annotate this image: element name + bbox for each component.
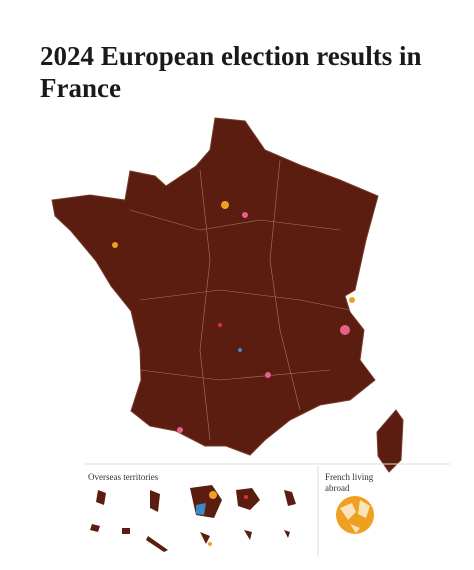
overseas-spot bbox=[209, 491, 217, 499]
region-borders bbox=[129, 159, 351, 441]
overseas-spot bbox=[244, 495, 248, 499]
map-title: 2024 European election results in France bbox=[40, 41, 422, 103]
abroad-label-line: French living bbox=[325, 472, 374, 482]
overseas-shapes bbox=[90, 485, 296, 552]
abroad-label-line: abroad bbox=[325, 483, 350, 493]
corsica bbox=[376, 409, 404, 473]
result-spots bbox=[112, 201, 355, 433]
overseas-spot bbox=[208, 542, 212, 546]
overseas-spot bbox=[196, 503, 206, 515]
mainland-france bbox=[51, 117, 379, 456]
globe-land bbox=[340, 500, 370, 533]
overseas-label: Overseas territories bbox=[88, 472, 159, 482]
